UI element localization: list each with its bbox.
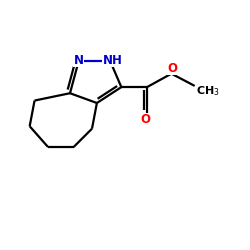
Text: NH: NH [103, 54, 123, 67]
Text: O: O [141, 113, 151, 126]
Text: N: N [74, 54, 84, 67]
Text: CH$_3$: CH$_3$ [196, 84, 220, 98]
Text: O: O [168, 62, 178, 75]
